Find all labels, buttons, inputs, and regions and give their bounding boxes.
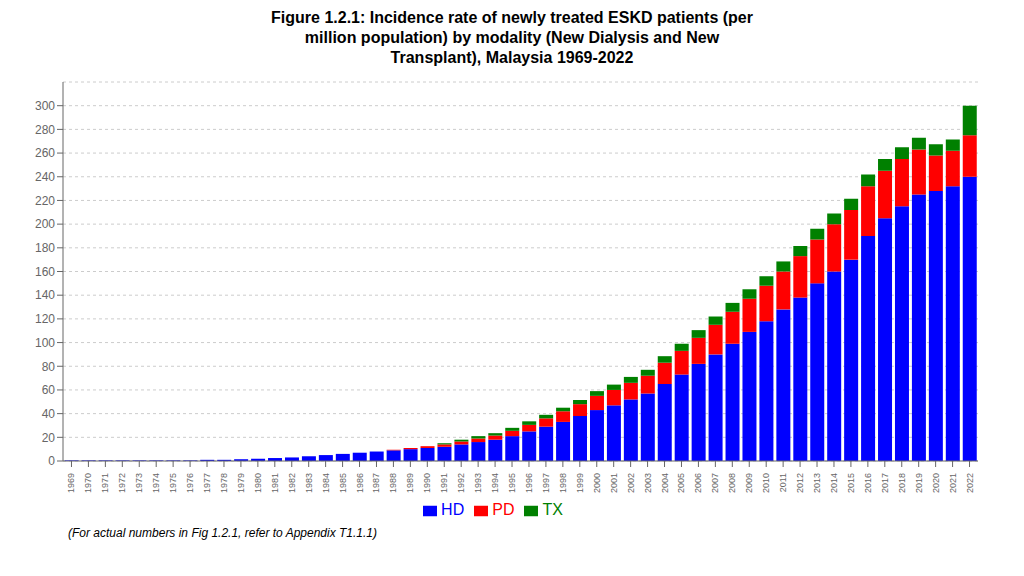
svg-text:1969: 1969 [66, 473, 76, 493]
svg-text:1985: 1985 [338, 473, 348, 493]
svg-text:2010: 2010 [761, 473, 771, 493]
html-text:PD: PD [492, 501, 515, 518]
svg-text:2000: 2000 [592, 473, 602, 493]
svg-text:1972: 1972 [117, 473, 127, 493]
svg-text:120: 120 [35, 312, 55, 326]
svg-text:1989: 1989 [405, 473, 415, 493]
svg-text:1995: 1995 [507, 473, 517, 493]
svg-text:2009: 2009 [744, 473, 754, 493]
svg-text:2015: 2015 [846, 473, 856, 493]
svg-text:0: 0 [48, 454, 55, 468]
svg-text:1983: 1983 [304, 473, 314, 493]
svg-text:2004: 2004 [660, 473, 670, 493]
svg-text:1981: 1981 [270, 473, 280, 493]
svg-text:200: 200 [35, 217, 55, 231]
svg-text:2011: 2011 [778, 473, 788, 492]
svg-text:1978: 1978 [219, 473, 229, 493]
svg-text:1975: 1975 [168, 473, 178, 493]
svg-text:2021: 2021 [948, 473, 958, 493]
svg-text:1984: 1984 [321, 473, 331, 493]
svg-text:2001: 2001 [609, 473, 619, 493]
svg-text:1987: 1987 [371, 473, 381, 493]
svg-text:2012: 2012 [795, 473, 805, 493]
svg-text:1993: 1993 [473, 473, 483, 493]
svg-text:2006: 2006 [693, 473, 703, 493]
html-text:TX: TX [542, 501, 563, 518]
html-text:million population) by modalit: million population) by modality (New Dia… [304, 29, 720, 46]
html-text:HD: HD [441, 501, 465, 518]
svg-text:80: 80 [42, 360, 56, 374]
svg-text:240: 240 [35, 170, 55, 184]
svg-text:1988: 1988 [388, 473, 398, 493]
svg-text:40: 40 [42, 407, 56, 421]
svg-text:1976: 1976 [185, 473, 195, 493]
html-text:Figure 1.2.1: Incidence rate o: Figure 1.2.1: Incidence rate of newly tr… [271, 9, 753, 26]
svg-text:1986: 1986 [355, 473, 365, 493]
svg-text:260: 260 [35, 146, 55, 160]
svg-text:2020: 2020 [931, 473, 941, 493]
html-text:Transplant), Malaysia 1969-202: Transplant), Malaysia 1969-2022 [390, 49, 634, 66]
svg-text:2014: 2014 [829, 473, 839, 493]
svg-text:1996: 1996 [524, 473, 534, 493]
svg-text:1982: 1982 [287, 473, 297, 493]
svg-text:1992: 1992 [456, 473, 466, 493]
svg-text:160: 160 [35, 265, 55, 279]
svg-text:2013: 2013 [812, 473, 822, 493]
svg-text:60: 60 [42, 383, 56, 397]
svg-text:2003: 2003 [643, 473, 653, 493]
svg-text:2007: 2007 [710, 473, 720, 493]
svg-text:2008: 2008 [727, 473, 737, 493]
svg-text:2016: 2016 [863, 473, 873, 493]
svg-text:1977: 1977 [202, 473, 212, 493]
svg-text:20: 20 [42, 431, 56, 445]
svg-text:140: 140 [35, 288, 55, 302]
svg-text:2005: 2005 [676, 473, 686, 493]
svg-text:220: 220 [35, 194, 55, 208]
svg-text:1997: 1997 [541, 473, 551, 493]
svg-text:300: 300 [35, 99, 55, 113]
svg-text:1998: 1998 [558, 473, 568, 493]
svg-text:1973: 1973 [134, 473, 144, 493]
svg-text:1994: 1994 [490, 473, 500, 493]
svg-text:2002: 2002 [626, 473, 636, 493]
svg-text:280: 280 [35, 123, 55, 137]
svg-text:1979: 1979 [236, 473, 246, 493]
svg-text:1990: 1990 [422, 473, 432, 493]
svg-text:2018: 2018 [897, 473, 907, 493]
svg-text:1974: 1974 [151, 473, 161, 493]
svg-text:2017: 2017 [880, 473, 890, 493]
svg-text:1970: 1970 [83, 473, 93, 493]
svg-text:1999: 1999 [575, 473, 585, 493]
svg-text:180: 180 [35, 241, 55, 255]
svg-text:2019: 2019 [914, 473, 924, 493]
svg-text:1980: 1980 [253, 473, 263, 493]
svg-text:1971: 1971 [100, 473, 110, 493]
svg-text:1991: 1991 [439, 473, 449, 493]
svg-text:2022: 2022 [965, 473, 975, 493]
html-text:(For actual numbers in Fig 1.2: (For actual numbers in Fig 1.2.1, refer … [68, 526, 377, 540]
svg-text:100: 100 [35, 336, 55, 350]
